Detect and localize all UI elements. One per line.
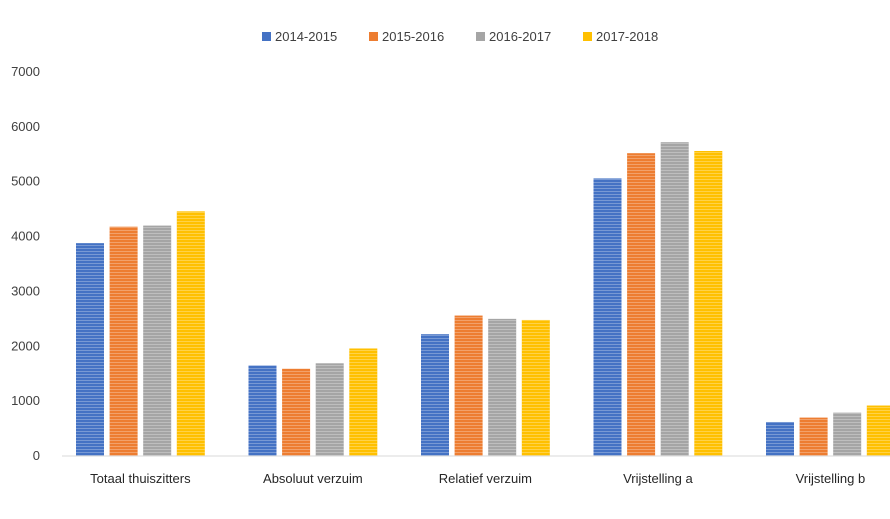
bar-texture: [766, 421, 794, 456]
legend-label: 2015-2016: [382, 29, 444, 44]
bar-texture: [593, 178, 622, 456]
x-axis: Totaal thuiszitters Absoluut verzuim Relat…: [90, 471, 865, 486]
y-tick-label: 1000: [11, 393, 40, 408]
bar-texture: [866, 405, 890, 456]
legend: 2014-2015 2015-2016 2016-2017 2017-2018: [262, 29, 658, 44]
bar-texture: [421, 334, 449, 456]
bar-texture: [454, 315, 483, 456]
legend-label: 2016-2017: [489, 29, 551, 44]
legend-swatch: [369, 32, 378, 41]
x-tick-label: Relatief verzuim: [439, 471, 532, 486]
y-axis: 0 1000 2000 3000 4000 5000 6000 7000: [11, 64, 40, 463]
bar-texture: [627, 153, 656, 456]
legend-swatch: [583, 32, 592, 41]
legend-swatch: [476, 32, 485, 41]
y-tick-label: 2000: [11, 338, 40, 353]
bar-texture: [799, 417, 828, 456]
bar-texture: [521, 319, 550, 456]
x-tick-label: Vrijstelling b: [796, 471, 866, 486]
y-tick-label: 5000: [11, 174, 40, 189]
bar-texture: [315, 363, 344, 456]
x-tick-label: Absoluut verzuim: [263, 471, 363, 486]
bar-texture: [349, 348, 378, 456]
y-tick-label: 6000: [11, 119, 40, 134]
bar-texture: [109, 226, 138, 456]
bar-texture: [660, 142, 689, 456]
y-tick-label: 0: [33, 448, 40, 463]
legend-label: 2014-2015: [275, 29, 337, 44]
y-tick-label: 3000: [11, 283, 40, 298]
bar-texture: [76, 243, 104, 456]
bar-texture: [694, 150, 723, 456]
bar-texture: [833, 412, 862, 456]
bar-texture: [176, 211, 205, 456]
x-tick-label: Vrijstelling a: [623, 471, 693, 486]
legend-swatch: [262, 32, 271, 41]
x-tick-label: Totaal thuiszitters: [90, 471, 191, 486]
legend-label: 2017-2018: [596, 29, 658, 44]
bar-texture: [248, 365, 277, 456]
bars: [76, 142, 890, 456]
bar-texture: [282, 368, 311, 456]
bar-texture: [488, 318, 517, 456]
y-tick-label: 4000: [11, 229, 40, 244]
y-tick-label: 7000: [11, 64, 40, 79]
bar-texture: [143, 225, 172, 456]
